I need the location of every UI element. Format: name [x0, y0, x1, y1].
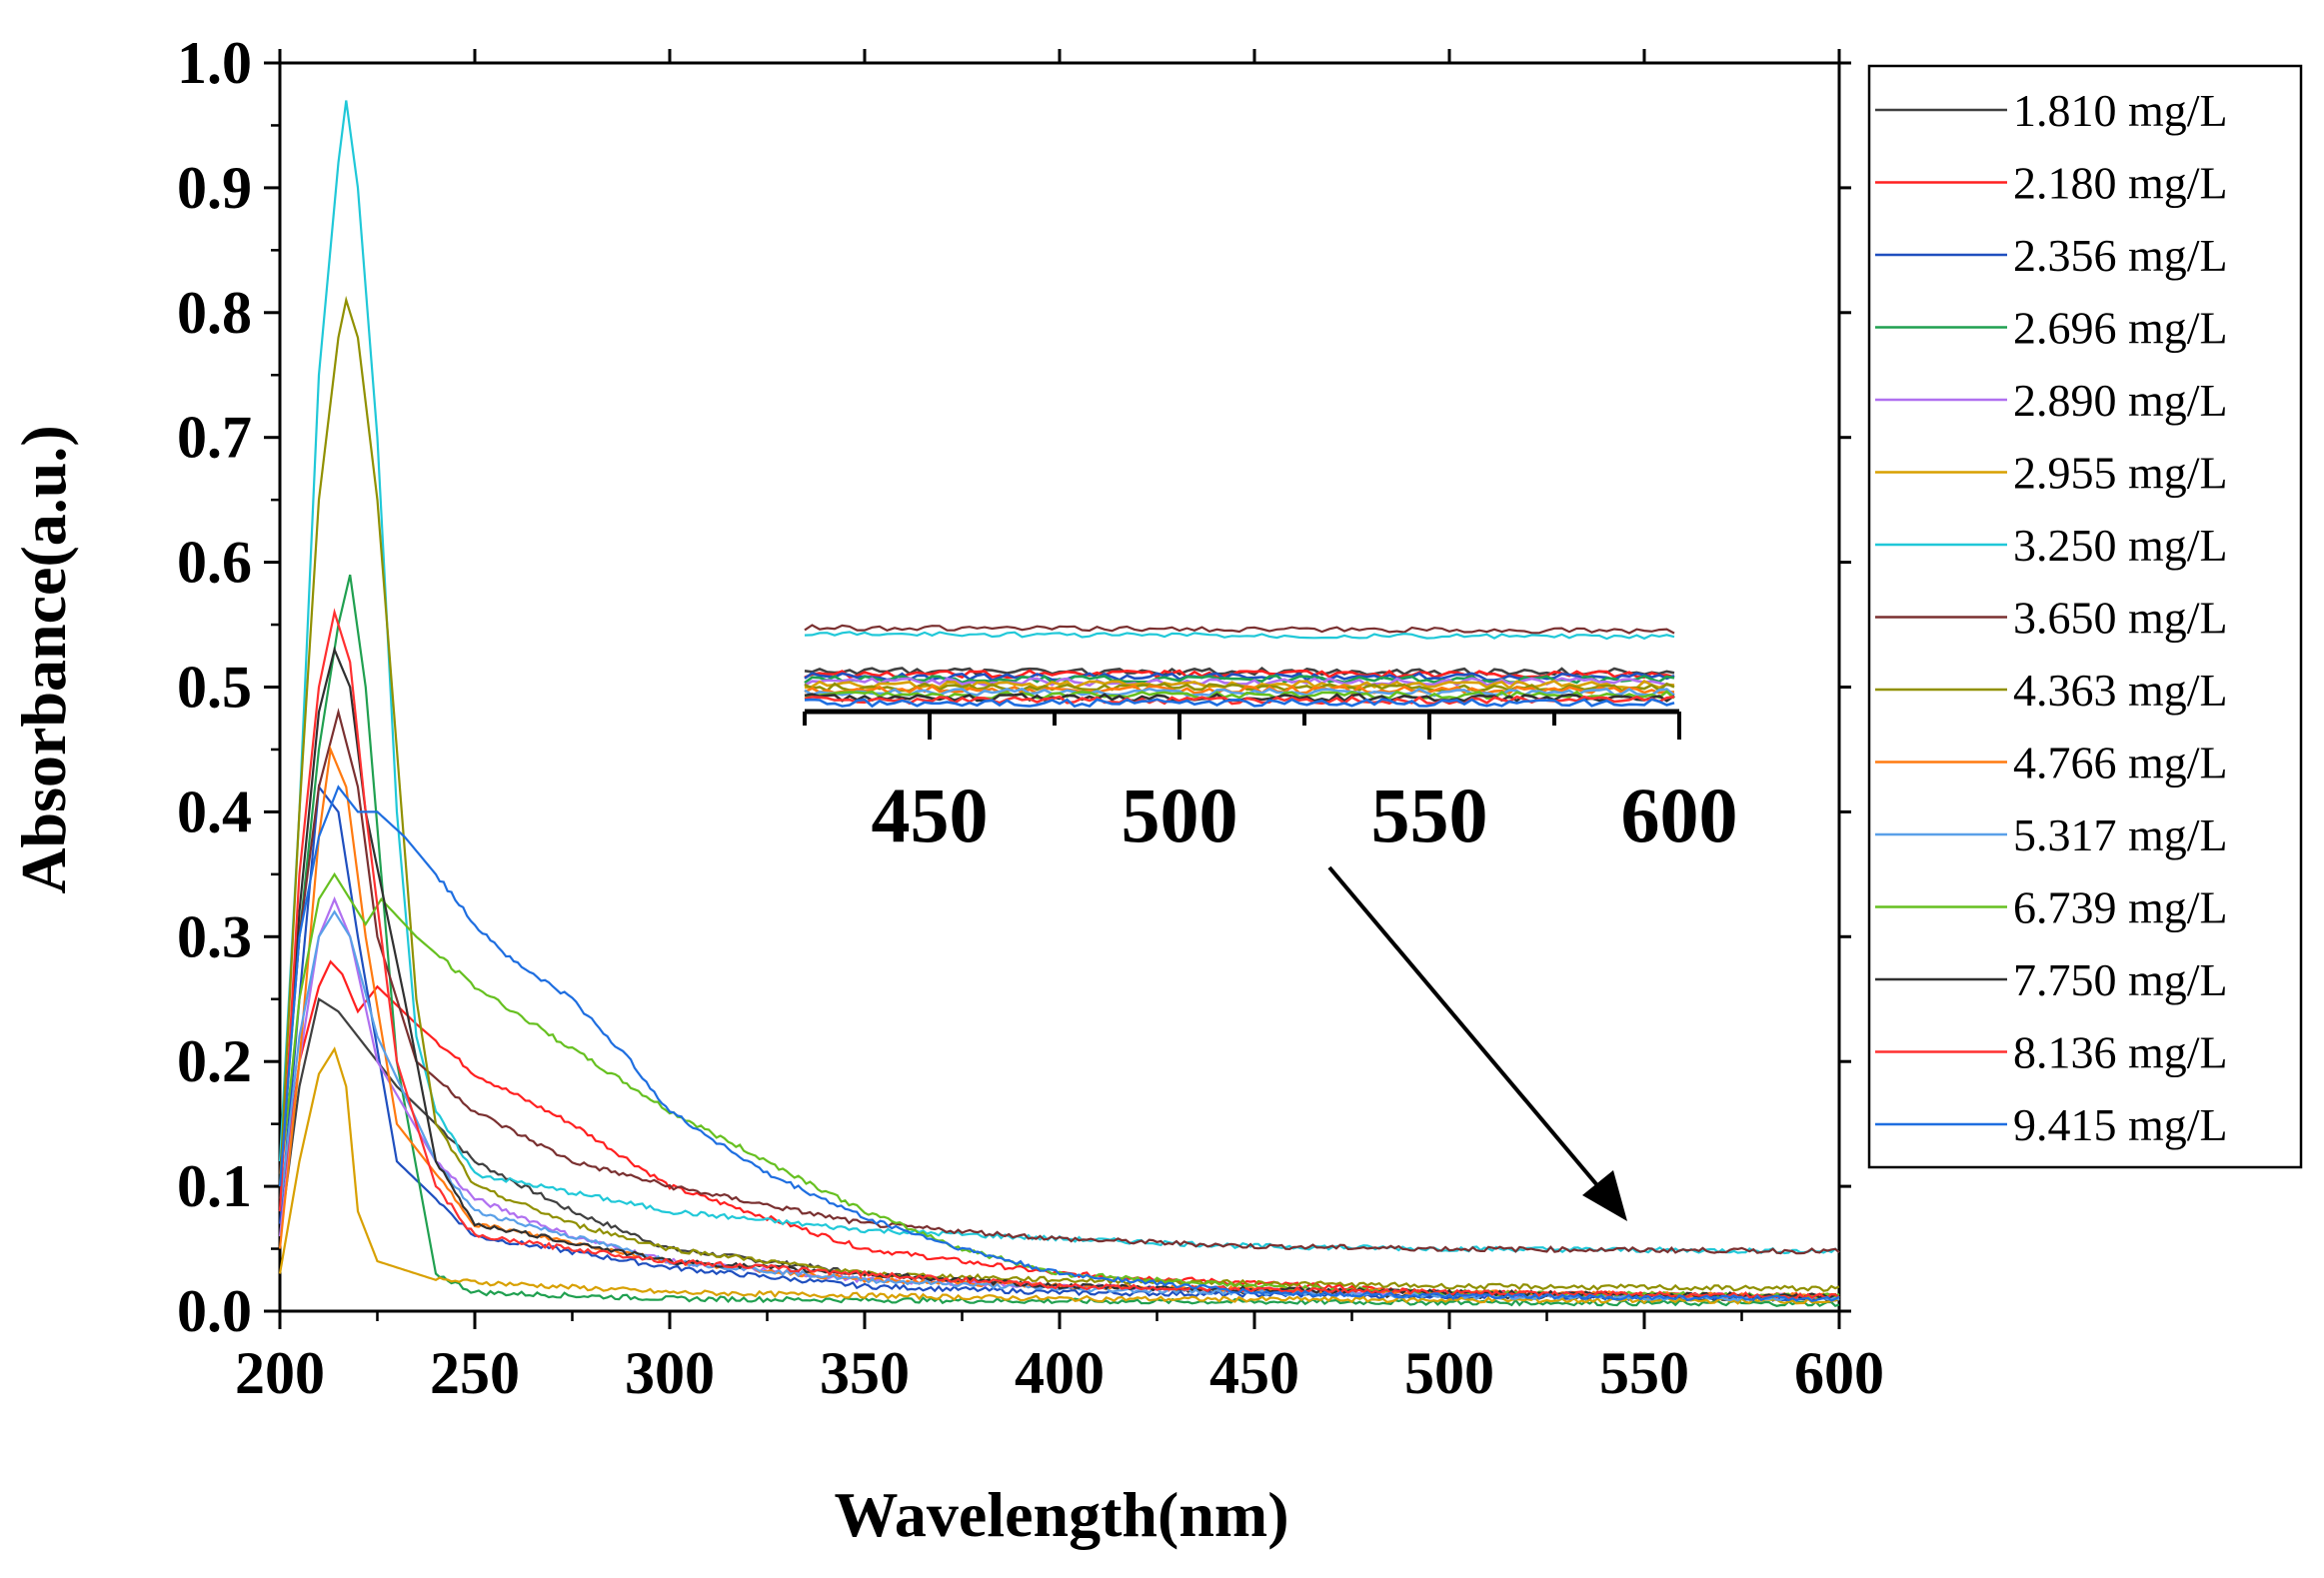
y-tick-label: 0.4: [177, 779, 252, 844]
series-line: [278, 997, 1840, 1303]
x-tick-label: 450: [1209, 1340, 1299, 1406]
series-line: [278, 1046, 1840, 1305]
inset-x-tick-label: 600: [1621, 772, 1738, 858]
legend-label: 2.955 mg/L: [2013, 448, 2228, 499]
legend-label: 5.317 mg/L: [2013, 809, 2228, 860]
inset-x-tick-label: 550: [1371, 772, 1488, 858]
inset-series-line: [804, 687, 1675, 698]
x-tick-label: 400: [1015, 1340, 1105, 1406]
y-tick-label: 0.6: [177, 530, 252, 596]
x-tick-label: 250: [430, 1340, 520, 1406]
legend-label: 2.356 mg/L: [2013, 230, 2228, 281]
series-line: [278, 909, 1840, 1302]
legend-label: 2.180 mg/L: [2013, 158, 2228, 209]
x-tick-label: 300: [625, 1340, 715, 1406]
x-tick-label: 600: [1794, 1340, 1884, 1406]
series-line: [278, 745, 1840, 1300]
y-tick-label: 0.5: [177, 655, 252, 721]
series-line: [278, 708, 1840, 1255]
legend-label: 8.136 mg/L: [2013, 1027, 2228, 1078]
y-tick-label: 0.8: [177, 280, 252, 346]
inset-series-line: [804, 631, 1675, 641]
x-tick-label: 550: [1599, 1340, 1689, 1406]
series-line: [278, 608, 1840, 1300]
x-tick-label: 350: [820, 1340, 910, 1406]
legend-label: 6.739 mg/L: [2013, 882, 2228, 933]
axes-layer: 200 250 300 350 400 450 500 550 600 0.0 0.1 0.2 0.3 0…: [177, 30, 1884, 1406]
legend-label: 2.890 mg/L: [2013, 375, 2228, 426]
inset-series-line: [804, 698, 1675, 709]
y-tick-label: 0.2: [177, 1028, 252, 1094]
annotation-arrow-head: [1582, 1170, 1627, 1221]
y-tick-label: 0.9: [177, 155, 252, 221]
x-tick-label: 200: [235, 1340, 325, 1406]
y-tick-label: 1.0: [177, 30, 252, 96]
inset-x-tick-label: 450: [872, 772, 989, 858]
annotation-arrow-line: [1327, 865, 1609, 1199]
legend-label: 4.363 mg/L: [2013, 665, 2228, 716]
legend-label: 3.250 mg/L: [2013, 520, 2228, 571]
y-tick-label: 0.0: [177, 1278, 252, 1344]
series-layer: [278, 100, 1840, 1308]
x-tick-label: 500: [1404, 1340, 1494, 1406]
inset-series-line: [804, 669, 1675, 680]
legend-layer: 1.810 mg/L 2.180 mg/L 2.356 mg/L 2.696 mg/L…: [1867, 64, 2303, 1169]
inset-series-line: [804, 682, 1675, 693]
y-tick-label: 0.7: [177, 405, 252, 471]
inset-layer: 450 500 550 600: [803, 624, 1738, 1221]
x-axis-title: Wavelength(nm): [834, 1479, 1288, 1550]
y-axis-title: Absorbance(a.u.): [8, 425, 79, 893]
inset-series-line: [804, 624, 1675, 635]
series-line: [278, 784, 1840, 1302]
legend-label: 9.415 mg/L: [2013, 1099, 2228, 1150]
series-line: [278, 295, 1840, 1292]
legend-label: 1.810 mg/L: [2013, 85, 2228, 136]
y-tick-label: 0.1: [177, 1153, 252, 1219]
legend-label: 7.750 mg/L: [2013, 954, 2228, 1005]
series-line: [278, 871, 1840, 1300]
legend-label: 2.696 mg/L: [2013, 303, 2228, 354]
y-tick-label: 0.3: [177, 903, 252, 969]
legend-label: 3.650 mg/L: [2013, 593, 2228, 644]
inset-x-tick-label: 500: [1122, 772, 1238, 858]
legend-label: 4.766 mg/L: [2013, 738, 2228, 789]
series-line: [278, 785, 1840, 1302]
